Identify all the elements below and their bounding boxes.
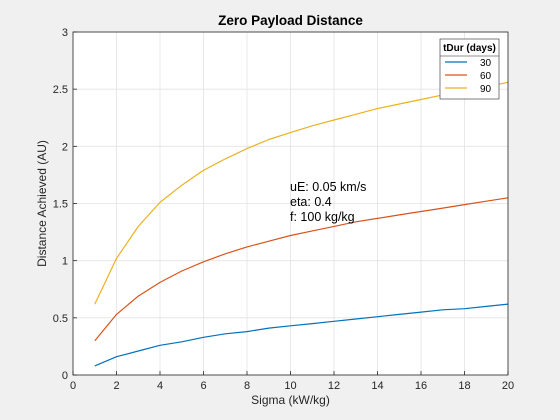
x-tick-label: 2: [113, 380, 119, 392]
x-tick-label: 18: [458, 380, 470, 392]
x-tick-label: 20: [502, 380, 514, 392]
annotation-ue: uE: 0.05 km/s: [290, 180, 366, 194]
legend-entries: 30 60 90: [445, 58, 492, 95]
series-line-90: [94, 81, 509, 305]
legend-label-30: 30: [480, 58, 492, 69]
annotation-f: f: 100 kg/kg: [290, 210, 355, 224]
y-tick-label: 0: [62, 370, 68, 382]
y-tick-label: 1.5: [53, 199, 68, 211]
ticks: 0 2 4 6 8 10 12 14 16 18 20 0 0.5 1 1.5 2 2.5 3: [53, 27, 514, 392]
legend-title: tDur (days): [443, 43, 496, 54]
legend-label-90: 90: [480, 84, 492, 95]
y-tick-label: 2: [62, 141, 68, 153]
annotation-block: uE: 0.05 km/s eta: 0.4 f: 100 kg/kg: [290, 180, 366, 224]
series-line-30: [94, 303, 509, 367]
x-tick-label: 0: [70, 380, 76, 392]
y-tick-label: 1: [62, 256, 68, 268]
y-tick-label: 3: [62, 27, 68, 39]
y-tick-label: 0.5: [53, 313, 68, 325]
annotation-eta: eta: 0.4: [290, 195, 332, 209]
x-axis-label: Sigma (kW/kg): [251, 393, 330, 407]
x-tick-label: 12: [328, 380, 340, 392]
y-tick-label: 2.5: [53, 84, 68, 96]
x-tick-label: 4: [157, 380, 163, 392]
x-tick-label: 16: [415, 380, 427, 392]
chart-title: Zero Payload Distance: [218, 13, 363, 28]
legend-box: [439, 38, 500, 100]
series-layer: [94, 81, 509, 367]
legend-label-60: 60: [480, 71, 492, 82]
legend: tDur (days) 30 60 90: [439, 38, 500, 100]
series-line-60: [94, 197, 509, 342]
x-tick-label: 6: [200, 380, 206, 392]
y-axis-label: Distance Achieved (AU): [35, 140, 49, 267]
x-tick-label: 14: [371, 380, 383, 392]
x-tick-label: 10: [284, 380, 296, 392]
x-tick-label: 8: [244, 380, 250, 392]
